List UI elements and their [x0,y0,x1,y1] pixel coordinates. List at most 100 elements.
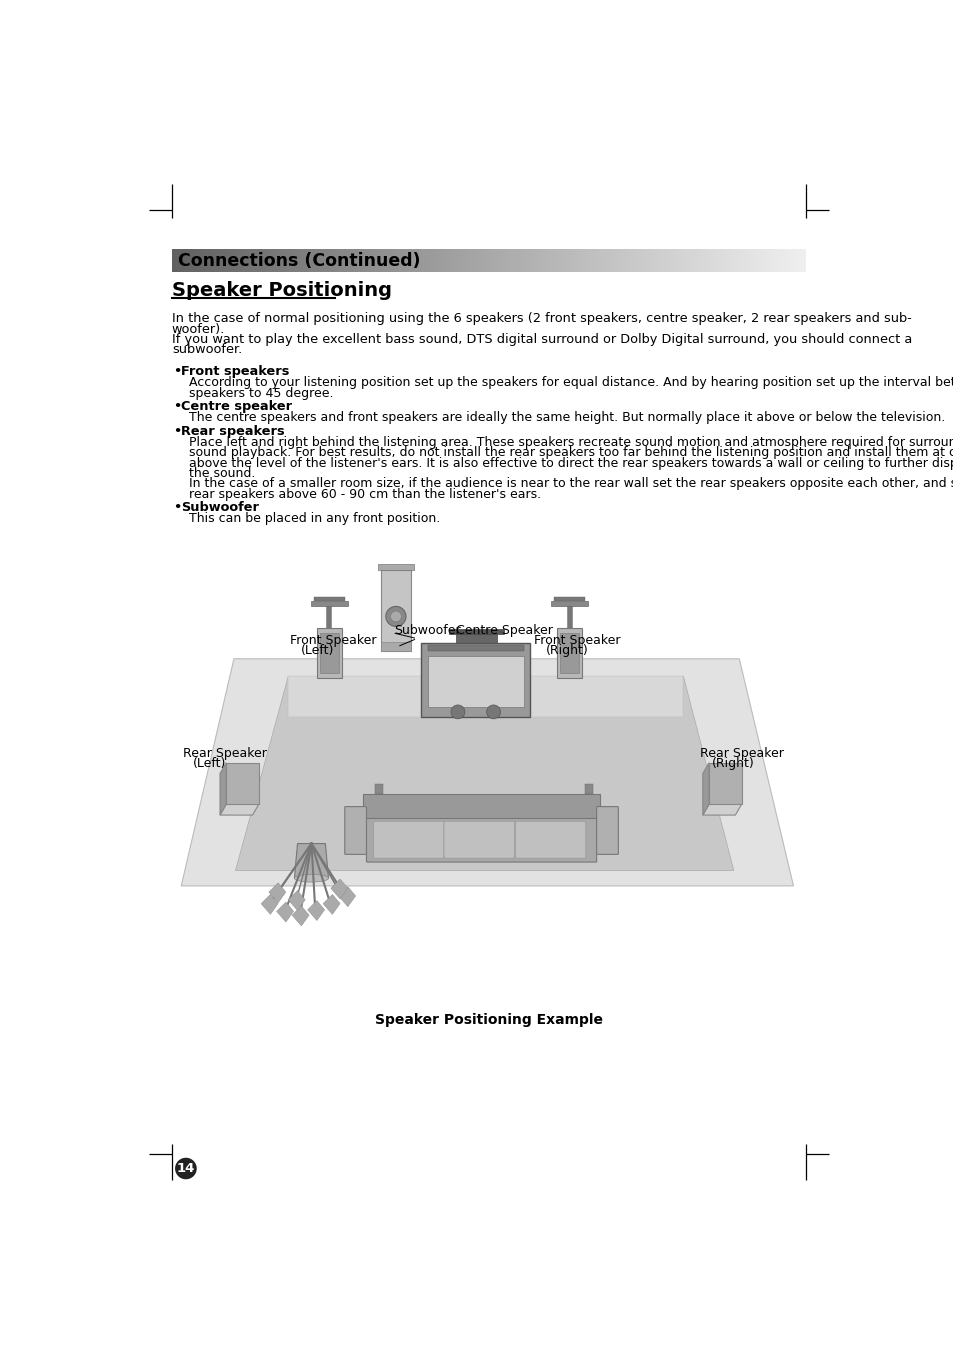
Bar [303,249,305,273]
Bar [248,249,251,273]
Bar [752,249,755,273]
Bar [571,249,574,273]
Bar [442,249,444,273]
Bar [319,632,338,673]
Bar [499,249,501,273]
Bar [750,249,753,273]
Bar [292,249,294,273]
Bar [252,249,254,273]
Polygon shape [220,763,226,815]
Bar [176,249,178,273]
Bar [265,249,267,273]
Bar [373,249,375,273]
Bar [507,249,510,273]
Bar [389,249,392,273]
Bar [562,249,565,273]
Bar [362,249,364,273]
Bar [497,249,499,273]
Bar [486,249,489,273]
Bar [296,249,299,273]
Bar [755,249,757,273]
Bar [545,249,548,273]
Bar [799,249,801,273]
Bar [275,249,277,273]
Bar [220,249,223,273]
Bar [784,249,786,273]
Bar [786,249,788,273]
Bar [663,249,666,273]
Bar [717,249,719,273]
Bar [698,249,700,273]
Polygon shape [708,763,740,804]
Bar [402,249,404,273]
Bar [744,249,746,273]
Text: The centre speakers and front speakers are ideally the same height. But normally: The centre speakers and front speakers a… [189,411,944,424]
Bar [381,570,410,651]
Text: According to your listening position set up the speakers for equal distance. And: According to your listening position set… [189,376,953,389]
Text: 14: 14 [176,1162,194,1175]
Bar [418,249,421,273]
Text: Rear Speaker: Rear Speaker [183,747,267,761]
Bar [338,249,341,273]
Text: (Right): (Right) [545,644,588,657]
FancyBboxPatch shape [373,821,443,858]
Bar [465,249,468,273]
Bar [762,249,765,273]
Bar [592,249,595,273]
Bar [381,642,410,651]
Bar [421,643,530,716]
Bar [634,249,637,273]
Text: Front Speaker: Front Speaker [534,634,619,647]
Bar [666,249,668,273]
Bar [453,249,455,273]
Bar [661,249,664,273]
Bar [241,249,244,273]
Bar [368,249,371,273]
Polygon shape [702,804,740,815]
Bar [621,249,624,273]
Bar [578,249,579,273]
Bar [619,249,621,273]
Bar [722,249,725,273]
Bar [411,249,413,273]
Bar [463,249,466,273]
Bar [237,249,240,273]
Bar [613,249,616,273]
Bar [254,249,256,273]
Bar [651,249,654,273]
Bar [413,249,415,273]
Bar [514,249,517,273]
Bar [797,249,800,273]
Bar [677,249,679,273]
Bar [311,601,348,607]
Bar [355,249,358,273]
Bar [326,249,329,273]
FancyBboxPatch shape [596,807,618,854]
Bar [774,249,776,273]
Text: above the level of the listener's ears. It is also effective to direct the rear : above the level of the listener's ears. … [189,457,953,470]
Text: rear speakers above 60 - 90 cm than the listener's ears.: rear speakers above 60 - 90 cm than the … [189,488,540,501]
Text: •: • [173,400,182,413]
Bar [653,249,656,273]
Bar [440,249,442,273]
Bar [564,249,567,273]
Bar [590,249,592,273]
Bar [467,249,470,273]
Bar [765,249,767,273]
Bar [701,249,704,273]
Bar [305,249,307,273]
Bar [710,249,713,273]
Text: sound playback. For best results, do not install the rear speakers too far behin: sound playback. For best results, do not… [189,446,953,459]
Bar [199,249,202,273]
Bar [801,249,803,273]
Bar [598,249,600,273]
Polygon shape [235,677,733,870]
Bar [456,249,459,273]
Bar [611,249,614,273]
Bar [516,249,518,273]
Bar [214,249,216,273]
Bar [333,249,335,273]
Text: Rear Speaker: Rear Speaker [700,747,783,761]
Bar [281,249,284,273]
Bar [510,249,512,273]
